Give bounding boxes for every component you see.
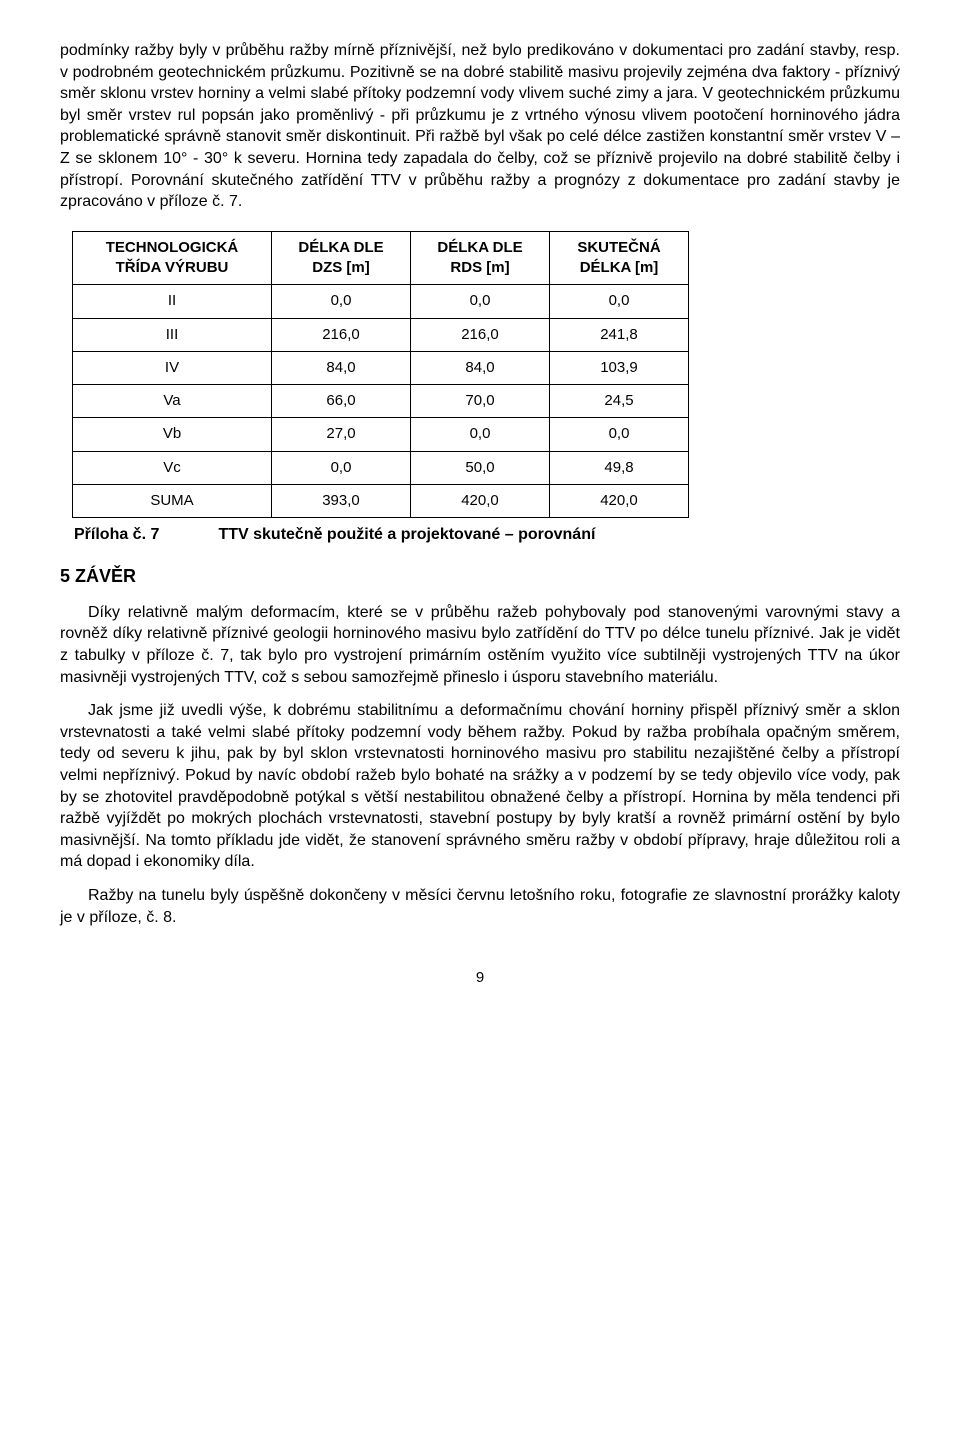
table-cell: Va: [73, 385, 272, 418]
table-cell: 49,8: [550, 451, 689, 484]
table-cell: 27,0: [272, 418, 411, 451]
table-row: Vc0,050,049,8: [73, 451, 689, 484]
table-row: III216,0216,0241,8: [73, 318, 689, 351]
table-cell: 216,0: [411, 318, 550, 351]
table-cell: 216,0: [272, 318, 411, 351]
table-row: II0,00,00,0: [73, 285, 689, 318]
section-heading-zaver: 5 ZÁVĚR: [60, 564, 900, 588]
table-cell: 0,0: [411, 285, 550, 318]
table-cell: Vb: [73, 418, 272, 451]
table-cell: 0,0: [550, 418, 689, 451]
table-cell: SUMA: [73, 484, 272, 517]
table-row: Vb27,00,00,0: [73, 418, 689, 451]
table-row: SUMA393,0420,0420,0: [73, 484, 689, 517]
table-cell: 0,0: [550, 285, 689, 318]
col-header: TECHNOLOGICKÁ TŘÍDA VÝRUBU: [73, 231, 272, 285]
col-header: DÉLKA DLE RDS [m]: [411, 231, 550, 285]
caption-label: Příloha č. 7: [74, 524, 214, 546]
ttv-table: TECHNOLOGICKÁ TŘÍDA VÝRUBU DÉLKA DLE DZS…: [72, 231, 689, 518]
table-cell: 24,5: [550, 385, 689, 418]
table-row: Va66,070,024,5: [73, 385, 689, 418]
table-cell: IV: [73, 351, 272, 384]
table-header-row: TECHNOLOGICKÁ TŘÍDA VÝRUBU DÉLKA DLE DZS…: [73, 231, 689, 285]
table-cell: 0,0: [272, 285, 411, 318]
table-cell: 50,0: [411, 451, 550, 484]
table-cell: 84,0: [272, 351, 411, 384]
table-cell: 0,0: [411, 418, 550, 451]
table-cell: 393,0: [272, 484, 411, 517]
table-cell: 0,0: [272, 451, 411, 484]
table-cell: II: [73, 285, 272, 318]
paragraph-4: Ražby na tunelu byly úspěšně dokončeny v…: [60, 885, 900, 928]
page-number: 9: [60, 968, 900, 988]
table-cell: 70,0: [411, 385, 550, 418]
paragraph-1: podmínky ražby byly v průběhu ražby mírn…: [60, 40, 900, 213]
col-header: SKUTEČNÁ DÉLKA [m]: [550, 231, 689, 285]
col-header: DÉLKA DLE DZS [m]: [272, 231, 411, 285]
table-cell: 84,0: [411, 351, 550, 384]
table-row: IV84,084,0103,9: [73, 351, 689, 384]
table-cell: III: [73, 318, 272, 351]
caption-text: TTV skutečně použité a projektované – po…: [218, 526, 595, 543]
table-cell: 420,0: [550, 484, 689, 517]
table-cell: 241,8: [550, 318, 689, 351]
paragraph-2: Díky relativně malým deformacím, které s…: [60, 602, 900, 688]
table-caption: Příloha č. 7 TTV skutečně použité a proj…: [74, 524, 900, 546]
table-cell: 420,0: [411, 484, 550, 517]
paragraph-3: Jak jsme již uvedli výše, k dobrému stab…: [60, 700, 900, 873]
table-cell: 66,0: [272, 385, 411, 418]
table-cell: 103,9: [550, 351, 689, 384]
table-cell: Vc: [73, 451, 272, 484]
